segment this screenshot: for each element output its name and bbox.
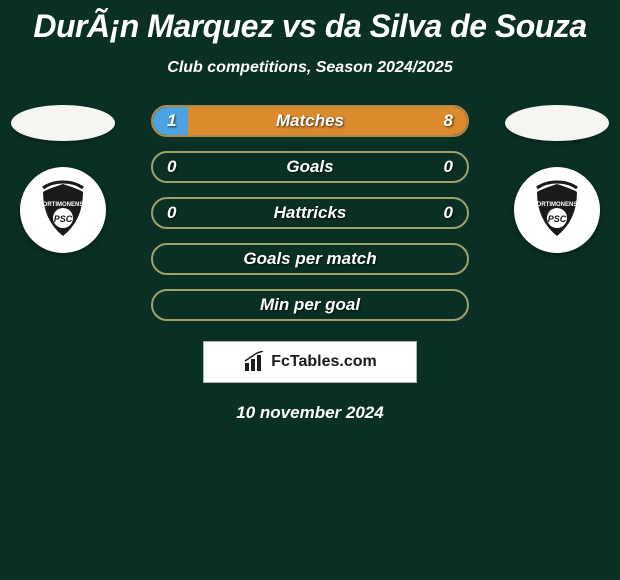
stat-value-right: 0 (444, 157, 453, 177)
brand-badge: FcTables.com (203, 341, 417, 383)
subtitle: Club competitions, Season 2024/2025 (0, 59, 620, 77)
svg-text:PORTIMONENSE: PORTIMONENSE (533, 202, 582, 208)
brand-text: FcTables.com (271, 353, 377, 371)
svg-text:PSC: PSC (54, 214, 73, 224)
stat-value-right: 8 (444, 111, 453, 131)
stats-bars: Matches18Goals00Hattricks00Goals per mat… (133, 105, 487, 321)
stat-label: Matches (153, 111, 467, 131)
player-avatar-placeholder-left (11, 105, 115, 141)
club-crest-right: PORTIMONENSE PSC (514, 167, 600, 253)
stat-row: Min per goal (151, 289, 469, 321)
svg-text:PORTIMONENSE: PORTIMONENSE (39, 202, 88, 208)
stat-value-left: 1 (167, 111, 176, 131)
shield-icon: PORTIMONENSE PSC (527, 180, 587, 240)
page-title: DurÃ¡n Marquez vs da Silva de Souza (0, 0, 620, 45)
stat-label: Min per goal (153, 295, 467, 315)
club-crest-left: PORTIMONENSE PSC (20, 167, 106, 253)
stat-value-left: 0 (167, 157, 176, 177)
stat-label: Goals per match (153, 249, 467, 269)
right-player-column: PORTIMONENSE PSC (502, 105, 612, 253)
stat-row: Hattricks0 0 (151, 197, 469, 229)
svg-text:PSC: PSC (548, 214, 567, 224)
stat-label: Hattricks (153, 203, 467, 223)
player-avatar-placeholder-right (505, 105, 609, 141)
stat-row: Goals per match (151, 243, 469, 275)
stat-row: Matches1 8 (151, 105, 469, 137)
stat-value-left: 0 (167, 203, 176, 223)
left-player-column: PORTIMONENSE PSC (8, 105, 118, 253)
stat-label: Goals (153, 157, 467, 177)
stat-value-right: 0 (444, 203, 453, 223)
shield-icon: PORTIMONENSE PSC (33, 180, 93, 240)
date-text: 10 november 2024 (0, 403, 620, 423)
comparison-layout: PORTIMONENSE PSC Matches18Goals00Hattric… (0, 105, 620, 321)
chart-icon (243, 351, 265, 373)
stat-row: Goals0 0 (151, 151, 469, 183)
